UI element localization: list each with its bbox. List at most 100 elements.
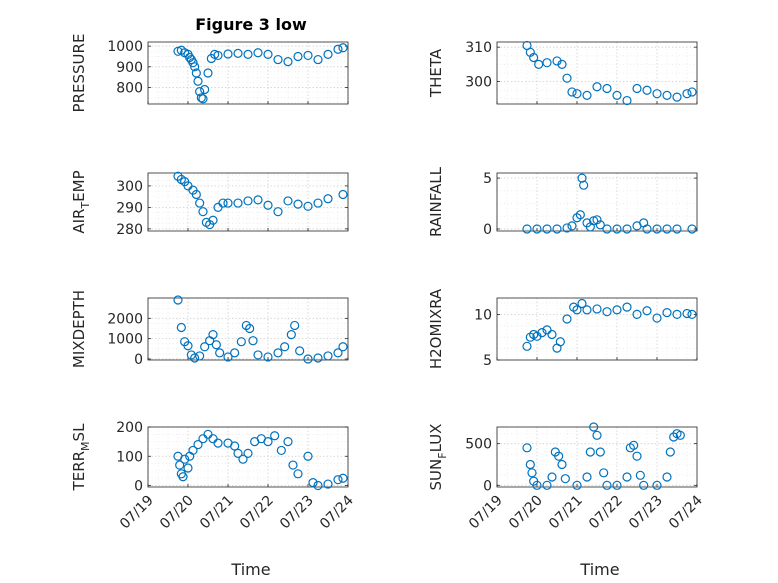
data-point (188, 445, 198, 456)
data-point (303, 451, 313, 461)
data-point (652, 89, 662, 99)
data-point (195, 351, 205, 361)
data-point (173, 171, 183, 181)
data-point (687, 87, 697, 97)
data-point (572, 480, 582, 490)
data-point (629, 440, 639, 450)
data-point (632, 309, 642, 320)
data-point (263, 437, 273, 447)
data-point (290, 320, 300, 331)
y-tick-label: 200 (116, 420, 143, 436)
data-point (283, 57, 293, 67)
data-point (575, 210, 585, 220)
y-tick-label: 500 (465, 437, 492, 453)
data-point (230, 441, 240, 451)
data-point (273, 207, 283, 217)
data-point (602, 307, 612, 317)
data-point (672, 224, 682, 234)
data-point (230, 348, 240, 358)
data-point (652, 480, 662, 490)
y-tick-label: 0 (134, 479, 143, 495)
data-point (303, 201, 313, 211)
data-point (333, 348, 343, 358)
data-point (527, 468, 537, 478)
data-point (338, 342, 348, 352)
data-point (562, 314, 572, 324)
y-tick-label: 5 (483, 171, 492, 187)
data-point (208, 434, 218, 444)
data-point (567, 221, 577, 231)
y-tick-label: 5 (483, 353, 492, 369)
data-point (253, 48, 263, 58)
x-tick-label: 07/21 (546, 493, 586, 533)
data-point (632, 451, 642, 461)
data-point (223, 49, 233, 59)
data-point (215, 348, 225, 358)
axes-frame (496, 426, 698, 488)
data-point (534, 59, 544, 69)
data-point (283, 437, 293, 447)
data-point (273, 348, 283, 358)
data-point (612, 224, 622, 234)
data-point (178, 472, 188, 482)
axes-frame (496, 172, 698, 232)
data-point (642, 306, 652, 316)
data-point (522, 224, 532, 234)
y-tick-label: 800 (116, 80, 143, 96)
data-point (323, 479, 333, 489)
data-point (522, 341, 532, 351)
data-point (582, 305, 592, 315)
data-point (562, 73, 572, 83)
y-axis-label: MIXDEPTH (70, 290, 88, 368)
data-point (642, 85, 652, 95)
data-point (183, 463, 193, 473)
data-point (193, 439, 203, 450)
data-point (572, 305, 582, 315)
data-point (196, 93, 206, 103)
panel-rainfall: 0 5 RAINFALL (427, 166, 698, 238)
y-tick-label: 310 (465, 40, 492, 56)
data-point (542, 480, 552, 490)
panel-sun_flux: 0 500 07/19 07/20 07/21 07/22 07/23 07/24 SUNFLU… (427, 422, 706, 579)
data-point (175, 460, 185, 470)
data-point (642, 224, 652, 234)
data-point (532, 224, 542, 234)
data-point (537, 328, 547, 338)
data-point (579, 180, 589, 190)
x-tick-label: 07/23 (277, 493, 317, 533)
data-point (195, 198, 205, 208)
axes-frame (147, 41, 349, 105)
data-point (554, 451, 564, 461)
data-point (602, 224, 612, 234)
data-point (547, 472, 557, 482)
data-point (635, 470, 645, 480)
data-point (213, 50, 223, 61)
y-tick-label: 2000 (107, 311, 143, 327)
data-point (595, 220, 605, 230)
data-point (652, 224, 662, 234)
x-tick-label: 07/22 (586, 493, 626, 533)
data-point (557, 459, 567, 470)
panel-theta: 300 310 THETA (427, 40, 698, 106)
data-point (313, 198, 323, 208)
data-point (293, 199, 303, 209)
data-point (293, 469, 303, 479)
data-point (669, 432, 679, 442)
data-point (612, 90, 622, 100)
y-tick-label: 0 (483, 478, 492, 494)
data-point (286, 329, 296, 340)
data-point (313, 480, 323, 491)
y-axis-label: THETA (427, 48, 445, 98)
data-point (323, 194, 333, 204)
data-point (592, 304, 602, 314)
data-point (195, 86, 205, 97)
data-point (233, 48, 243, 58)
x-tick-label: 07/24 (317, 492, 357, 532)
data-point (542, 325, 552, 335)
data-point (675, 430, 685, 440)
data-point (585, 447, 595, 457)
data-point (295, 346, 305, 356)
data-point (308, 478, 318, 488)
data-point (612, 305, 622, 315)
